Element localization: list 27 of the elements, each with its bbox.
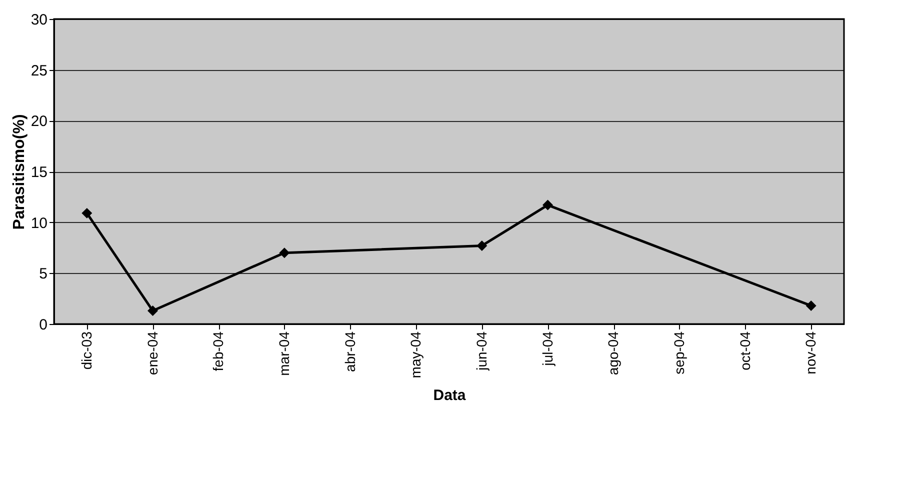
- x-tick-label: abr-04: [342, 331, 358, 372]
- x-tick-label: mar-04: [276, 331, 292, 376]
- x-tick-label: ago-04: [605, 331, 622, 376]
- point: [806, 300, 816, 311]
- x-tick-label: feb-04: [210, 331, 226, 372]
- y-tick-label: 30: [30, 12, 48, 28]
- point: [148, 306, 158, 316]
- x-axis-title: Data: [433, 387, 466, 404]
- x-tick-label: jun-04: [473, 331, 490, 372]
- point: [279, 248, 290, 258]
- y-tick-label: 5: [39, 266, 48, 283]
- x-tick-label: dic-03: [78, 331, 94, 370]
- x-tick-label: sep-04: [670, 331, 687, 374]
- point: [82, 208, 92, 218]
- x-tick-label: jul-04: [539, 331, 556, 367]
- point: [542, 200, 553, 210]
- x-tick-label: oct-04: [736, 331, 753, 370]
- y-tick-label: 25: [30, 62, 48, 80]
- x-tick-label: nov-04: [802, 331, 819, 374]
- y-axis-title: Parasitismo(%): [10, 114, 28, 230]
- x-tick-label: may-04: [408, 331, 424, 378]
- y-tick-label: 0: [39, 316, 48, 334]
- y-tick-label: 10: [30, 214, 48, 232]
- y-tick-label: 15: [30, 164, 48, 181]
- y-tick-label: 20: [30, 113, 48, 130]
- x-tick-label: ene-04: [144, 331, 160, 376]
- point: [476, 240, 488, 251]
